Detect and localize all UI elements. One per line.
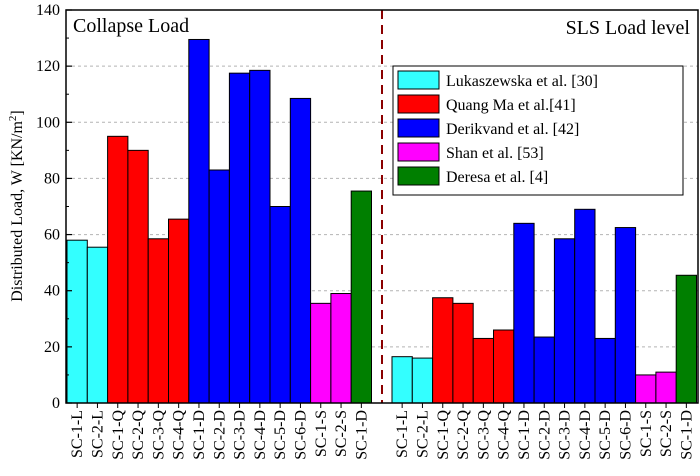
x-tick-label: SC-6-D (292, 410, 309, 460)
legend-label: Quang Ma et al.[41] (446, 97, 576, 114)
bar (675, 274, 698, 404)
x-tick-label: SC-1-L (69, 410, 86, 458)
panel-title-sls: SLS Load level (566, 17, 691, 39)
bar (188, 38, 210, 404)
bar (208, 169, 230, 404)
x-tick-label: SC-1-L (394, 410, 411, 458)
x-tick-label: SC-3-Q (475, 410, 492, 460)
legend-box (392, 65, 684, 196)
x-tick-label: SC-2-L (414, 410, 431, 458)
legend-swatch (397, 142, 440, 162)
bar (594, 337, 616, 404)
x-tick-label: SC-2-L (89, 410, 106, 458)
y-tick-label: 140 (36, 2, 60, 19)
x-tick-label: SC-2-Q (130, 410, 147, 460)
bar (86, 246, 109, 404)
x-tick-label: SC-2-D (211, 410, 228, 460)
y-tick-label: 80 (44, 170, 60, 187)
x-tick-label: SC-4-D (577, 410, 594, 460)
bar (350, 190, 373, 404)
x-tick-label: SC-1-D (191, 410, 208, 460)
bar (635, 374, 657, 404)
y-axis-title: Distributed Load, W [KN/m2] (7, 110, 26, 302)
x-tick-label: SC-5-D (272, 410, 289, 460)
legend: Lukaszewska et al. [30] Quang Ma et al.[4… (392, 65, 684, 196)
bar (513, 222, 535, 404)
bar (127, 149, 149, 404)
x-tick-label: SC-5-D (597, 410, 614, 460)
legend-label: Derikvand et al. [42] (446, 121, 579, 138)
legend-label: Lukaszewska et al. [30] (446, 73, 598, 90)
x-tick-label: SC-3-Q (150, 410, 167, 460)
x-tick-label: SC-2-S (658, 410, 675, 457)
bar (289, 97, 312, 404)
x-tick-label: SC-3-D (557, 410, 574, 460)
x-tick-label: SC-1-Q (435, 410, 452, 460)
legend-label: Deresa et al. [4] (446, 169, 548, 186)
x-tick-label: SC-6-D (617, 410, 634, 460)
legend-label: Shan et al. [53] (446, 145, 544, 162)
x-tick-label: SC-1-D (678, 410, 695, 460)
x-tick-label: SC-4-D (252, 410, 269, 460)
x-tick-label: SC-4-Q (171, 410, 188, 460)
bar (310, 302, 332, 404)
x-tick-label: SC-2-D (536, 410, 553, 460)
bar (168, 218, 190, 404)
x-tick-label: SC-3-D (232, 410, 249, 460)
x-tick-label: SC-2-Q (455, 410, 472, 460)
bar (533, 336, 555, 404)
y-tick-label: 60 (44, 227, 60, 244)
bar (472, 337, 495, 404)
y-tick-label: 0 (52, 395, 60, 412)
legend-swatch (397, 94, 440, 114)
x-tick-label: SC-1-Q (110, 410, 127, 460)
x-tick-label: SC-1-S (313, 410, 330, 457)
y-axis: 0 20 40 60 80 100 120 140 (36, 2, 72, 412)
legend-swatch (397, 70, 440, 90)
bar (655, 371, 677, 404)
legend-items: Lukaszewska et al. [30] Quang Ma et al.[4… (397, 70, 598, 186)
bar (269, 206, 291, 404)
bars (66, 38, 698, 404)
bar (107, 135, 129, 404)
bar (330, 293, 352, 404)
y-tick-label: 40 (44, 283, 60, 300)
bar (228, 72, 251, 404)
x-axis: SC-1-L SC-2-L SC-1-Q SC-2-Q SC-3-Q SC-4-Q SC-1… (69, 403, 695, 460)
y-tick-label: 20 (44, 339, 60, 356)
x-tick-label: SC-2-S (333, 410, 350, 457)
bar (66, 239, 88, 404)
bar (147, 238, 169, 404)
bar (411, 357, 434, 404)
x-tick-label: SC-1-D (516, 410, 533, 460)
bar (249, 69, 271, 404)
bar (553, 238, 576, 404)
bar (391, 356, 413, 404)
x-tick-label: SC-1-S (638, 410, 655, 457)
bar (432, 297, 454, 404)
legend-swatch (397, 118, 440, 138)
bar (574, 208, 596, 404)
y-tick-label: 100 (36, 114, 60, 131)
legend-swatch (397, 166, 440, 186)
bar (493, 329, 515, 404)
bar (614, 227, 637, 404)
x-tick-label: SC-4-Q (496, 410, 513, 460)
x-tick-label: SC-1-D (353, 410, 370, 460)
bar (452, 302, 474, 404)
y-tick-label: 120 (36, 58, 60, 75)
panel-title-collapse: Collapse Load (73, 15, 189, 37)
